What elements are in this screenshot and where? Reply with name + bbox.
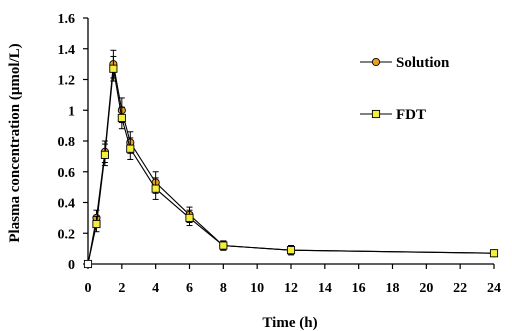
series-solution [83, 49, 499, 269]
x-tick-label: 16 [352, 281, 366, 296]
x-tick-label: 10 [250, 281, 264, 296]
x-tick-label: 6 [186, 281, 193, 296]
legend-item-fdt: FDT [360, 107, 426, 123]
x-tick-label: 8 [220, 281, 227, 296]
axes: 00.20.40.60.811.21.41.60 2 4 6 8 10 12 14 16 18 20… [58, 12, 502, 296]
data-point [100, 150, 109, 159]
y-tick-label: 1.6 [58, 12, 76, 27]
series-line [87, 68, 495, 265]
data-point [151, 184, 160, 193]
data-point [92, 219, 101, 229]
x-tick-label: 24 [487, 281, 501, 296]
x-tick-label: 20 [419, 281, 433, 296]
x-axis-title: Time (h) [262, 315, 317, 331]
y-tick-label: 1 [68, 104, 75, 119]
x-tick-label: 22 [453, 281, 467, 296]
legend-item-solution: Solution [360, 55, 450, 71]
legend: Solution FDT [360, 55, 450, 123]
x-tick-label: 12 [284, 281, 298, 296]
data-point [185, 213, 194, 222]
x-tick-label: 4 [152, 281, 159, 296]
data-point [83, 259, 93, 269]
y-tick-label: 0 [68, 258, 75, 273]
x-tick-label: 18 [386, 281, 400, 296]
data-point [117, 113, 126, 122]
data-point [489, 249, 499, 258]
legend-label: FDT [396, 107, 426, 123]
x-tick-label: 14 [318, 281, 332, 296]
data-point [109, 64, 118, 73]
y-axis-title: Plasma concentration (μmol/L) [7, 43, 23, 242]
series-layer [83, 49, 499, 269]
data-point [286, 246, 296, 255]
legend-marker [371, 109, 381, 119]
y-tick-label: 0.8 [58, 135, 76, 150]
y-tick-label: 0.2 [58, 227, 76, 242]
x-tick-label: 2 [118, 281, 125, 296]
data-point [219, 241, 228, 250]
data-point [126, 144, 135, 153]
series-fdt [83, 55, 499, 269]
y-tick-label: 0.4 [58, 197, 76, 212]
y-tick-label: 0.6 [58, 166, 76, 181]
legend-label: Solution [396, 55, 450, 71]
legend-marker [371, 57, 381, 67]
y-tick-label: 1.4 [58, 43, 76, 58]
series-line [87, 64, 495, 265]
x-tick-label: 0 [85, 281, 92, 296]
y-tick-label: 1.2 [58, 74, 76, 89]
